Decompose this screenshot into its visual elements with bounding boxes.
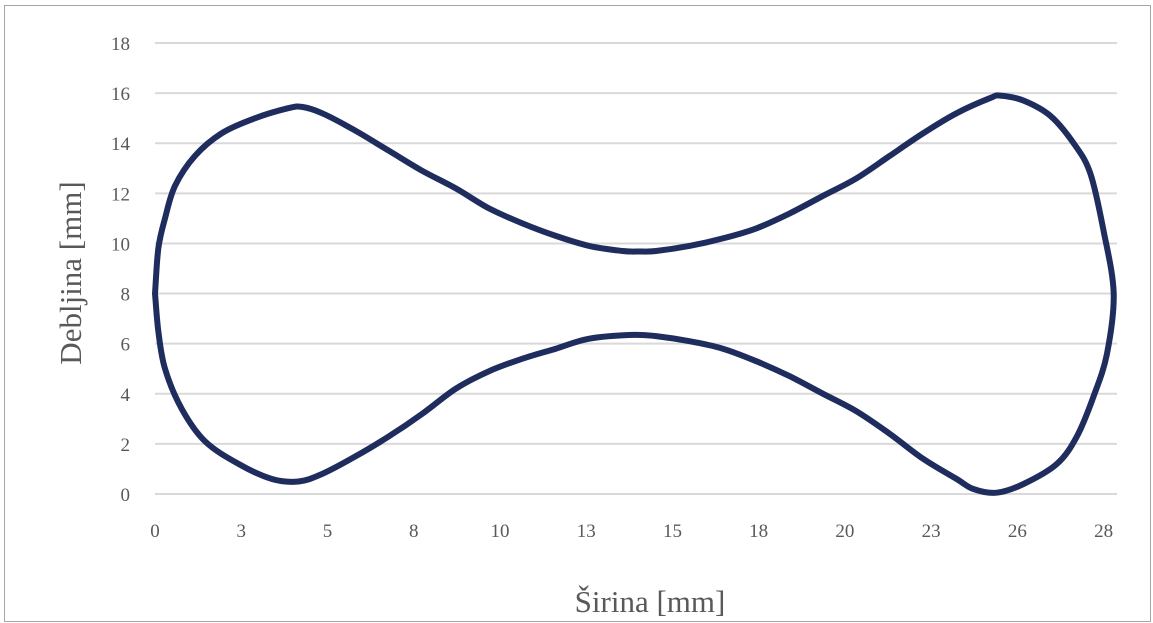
y-tick-label: 10 bbox=[111, 234, 130, 255]
x-tick-label: 5 bbox=[323, 521, 333, 542]
y-tick-label: 4 bbox=[121, 385, 131, 406]
chart-frame bbox=[4, 5, 1151, 622]
x-tick-label: 28 bbox=[1094, 521, 1113, 542]
y-tick-label: 12 bbox=[111, 184, 130, 205]
y-tick-label: 16 bbox=[111, 84, 130, 105]
x-tick-label: 23 bbox=[922, 521, 941, 542]
x-tick-labels: 0 3 5 8 10 13 15 18 20 23 26 28 bbox=[150, 521, 1113, 542]
x-tick-label: 0 bbox=[150, 521, 160, 542]
y-tick-label: 6 bbox=[121, 335, 131, 356]
x-axis-title: Širina [mm] bbox=[575, 584, 726, 619]
y-tick-label: 2 bbox=[121, 435, 131, 456]
y-tick-label: 0 bbox=[121, 485, 131, 506]
y-tick-labels: 0 2 4 6 8 10 12 14 16 18 bbox=[111, 34, 131, 506]
x-tick-label: 3 bbox=[236, 521, 246, 542]
y-tick-label: 18 bbox=[111, 34, 130, 55]
x-tick-label: 10 bbox=[490, 521, 509, 542]
x-tick-label: 8 bbox=[409, 521, 419, 542]
y-axis-title: Debljina [mm] bbox=[53, 181, 88, 364]
x-tick-label: 20 bbox=[835, 521, 854, 542]
x-tick-label: 26 bbox=[1008, 521, 1027, 542]
y-tick-label: 14 bbox=[111, 134, 131, 155]
series-line-0 bbox=[152, 92, 1117, 496]
y-tick-label: 8 bbox=[121, 285, 131, 306]
grid-layer bbox=[155, 42, 1117, 495]
x-tick-label: 18 bbox=[749, 521, 768, 542]
x-tick-label: 15 bbox=[663, 521, 682, 542]
series-layer bbox=[152, 92, 1117, 496]
x-tick-label: 13 bbox=[577, 521, 596, 542]
